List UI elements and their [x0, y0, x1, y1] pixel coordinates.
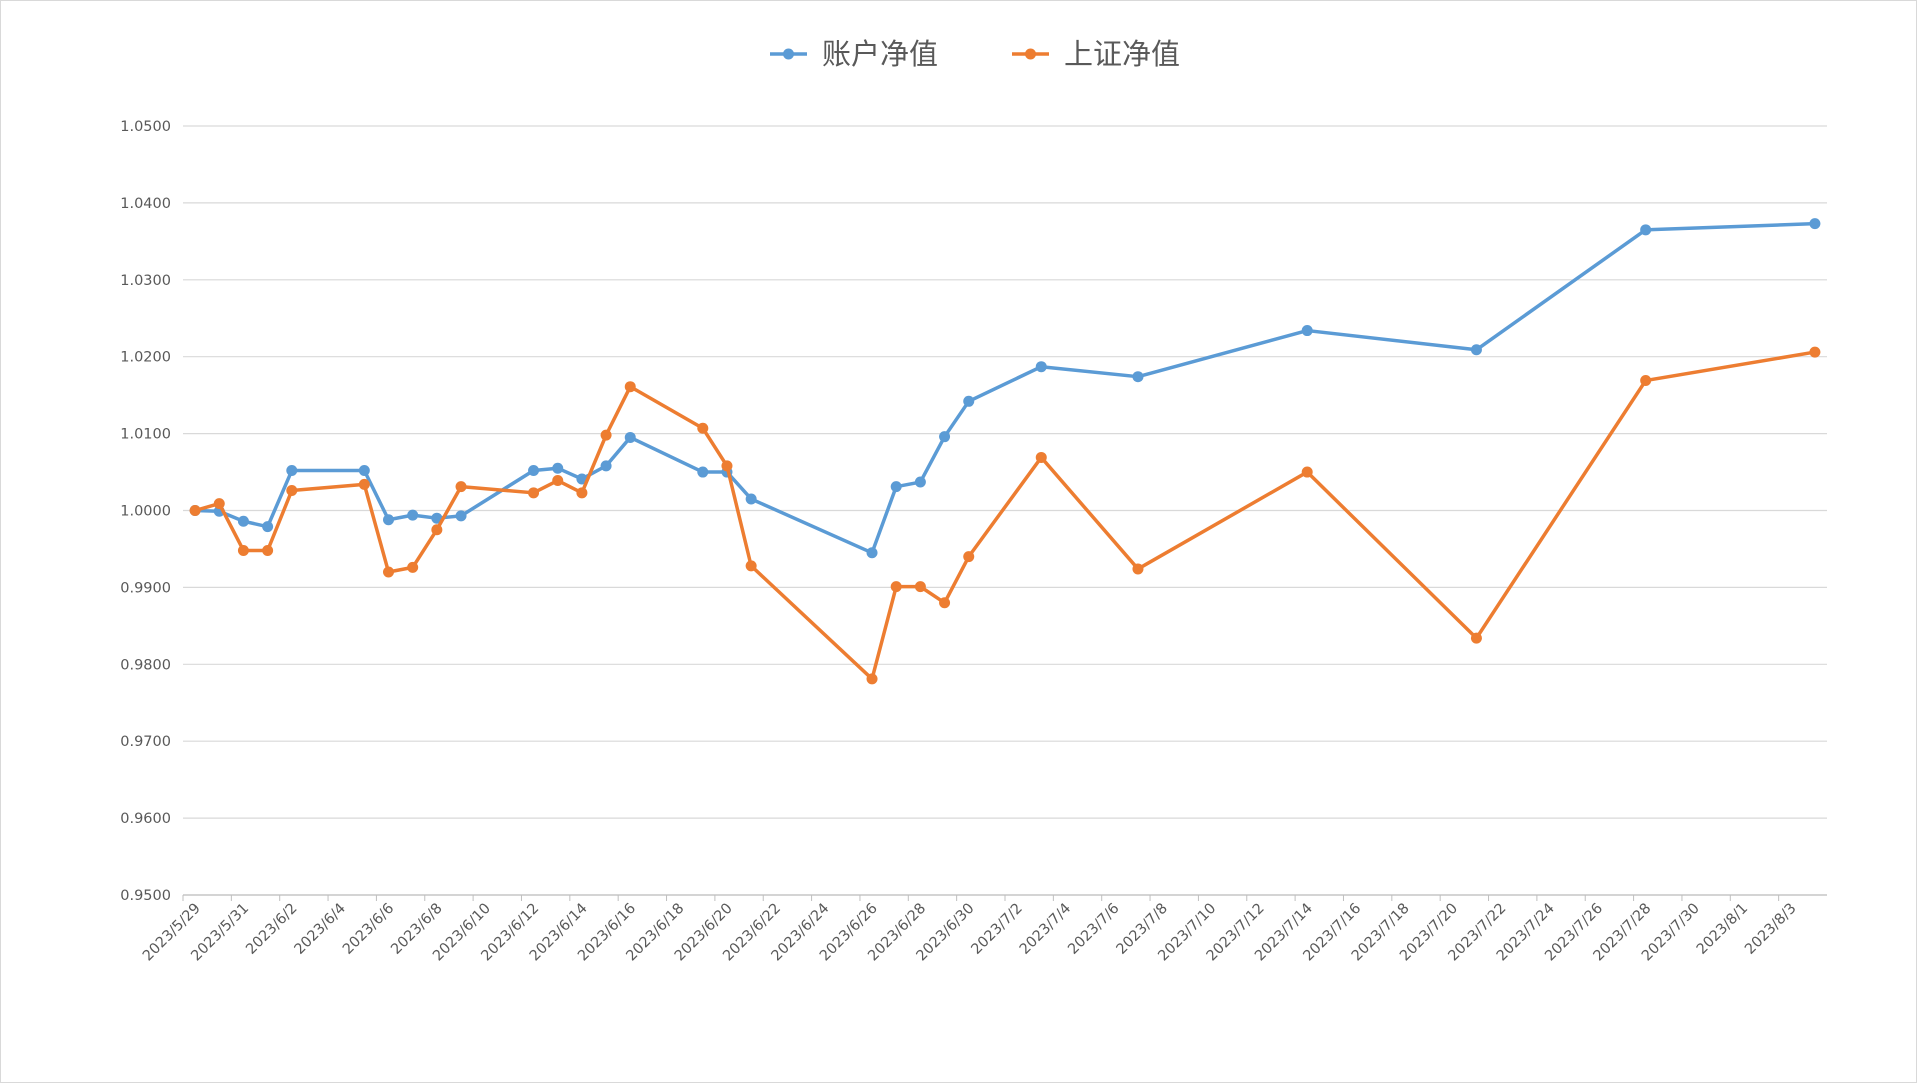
y-tick-label: 0.9500 [120, 888, 171, 904]
data-point [528, 487, 540, 499]
data-point [576, 487, 588, 499]
legend-label: 上证净值 [1064, 37, 1180, 71]
data-point [262, 521, 274, 533]
data-point [237, 515, 249, 527]
legend-marker [783, 48, 794, 60]
data-point [1809, 346, 1821, 358]
y-tick-label: 0.9600 [120, 811, 171, 827]
y-tick-label: 1.0000 [120, 504, 171, 520]
data-point [939, 431, 951, 443]
data-point [624, 431, 636, 443]
data-point [1470, 344, 1482, 356]
data-point [624, 381, 636, 393]
y-tick-label: 1.0400 [120, 196, 171, 212]
y-tick-label: 1.0100 [120, 427, 171, 443]
data-point [890, 581, 902, 593]
y-tick-label: 0.9800 [120, 657, 171, 673]
data-point [1301, 466, 1313, 478]
data-point [866, 673, 878, 685]
data-point [286, 465, 298, 477]
data-point [455, 510, 467, 522]
data-point [1809, 218, 1821, 230]
data-point [890, 481, 902, 493]
data-point [407, 561, 419, 573]
data-point [358, 478, 370, 490]
data-point [576, 473, 588, 485]
data-point [383, 566, 394, 578]
data-point [1640, 375, 1652, 387]
data-point [745, 560, 757, 572]
data-point [697, 422, 709, 434]
y-tick-label: 0.9700 [120, 734, 171, 750]
data-point [697, 466, 709, 478]
data-point [1132, 563, 1144, 575]
legend-marker [1025, 48, 1036, 60]
data-point [866, 547, 878, 559]
data-point [407, 509, 419, 521]
data-point [1132, 371, 1144, 383]
data-point [189, 505, 201, 516]
data-point [939, 597, 951, 609]
data-point [455, 481, 467, 493]
y-tick-label: 1.0500 [120, 119, 171, 135]
y-tick-label: 1.0300 [120, 273, 171, 289]
y-tick-label: 1.0200 [120, 350, 171, 366]
data-point [963, 395, 975, 407]
data-point [262, 544, 274, 556]
data-point [1301, 325, 1313, 337]
data-point [528, 465, 540, 477]
data-point [431, 524, 443, 536]
data-point [286, 485, 298, 497]
data-point [552, 475, 564, 487]
data-point [383, 514, 394, 526]
data-point [600, 460, 612, 472]
data-point [600, 429, 612, 441]
data-point [1035, 451, 1047, 463]
data-point [963, 551, 975, 563]
legend-label: 账户净值 [822, 37, 938, 71]
data-point [1035, 361, 1047, 373]
data-point [745, 493, 757, 505]
y-tick-label: 0.9900 [120, 580, 171, 596]
data-point [552, 462, 564, 474]
data-point [914, 476, 926, 488]
data-point [1470, 632, 1482, 644]
data-point [213, 498, 225, 510]
data-point [237, 544, 249, 556]
data-point [721, 460, 733, 472]
data-point [914, 581, 926, 593]
data-point [358, 465, 370, 477]
data-point [1640, 224, 1652, 236]
data-point [431, 512, 443, 524]
